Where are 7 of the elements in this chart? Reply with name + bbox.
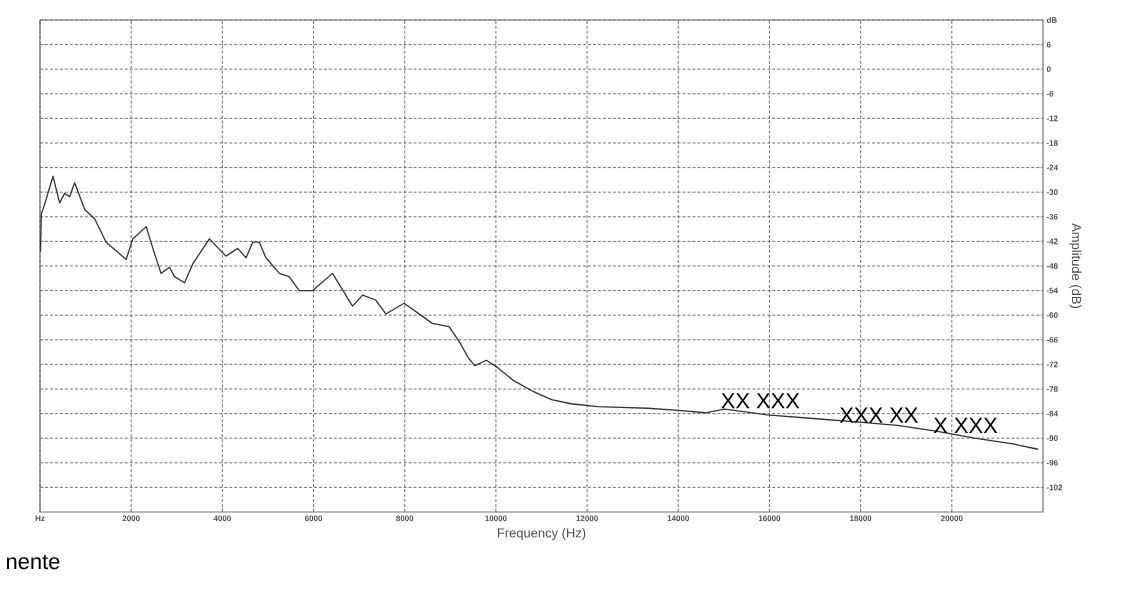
annotation: X XXX xyxy=(933,417,998,433)
line-series xyxy=(40,175,1039,450)
annotation: XXX XX xyxy=(839,407,918,423)
x-axis-title: Frequency (Hz) xyxy=(497,527,586,541)
text: nente xyxy=(6,554,60,570)
y-axis-title: Amplitude (dB) xyxy=(1069,223,1082,308)
annotation: XX XXX xyxy=(721,393,800,409)
